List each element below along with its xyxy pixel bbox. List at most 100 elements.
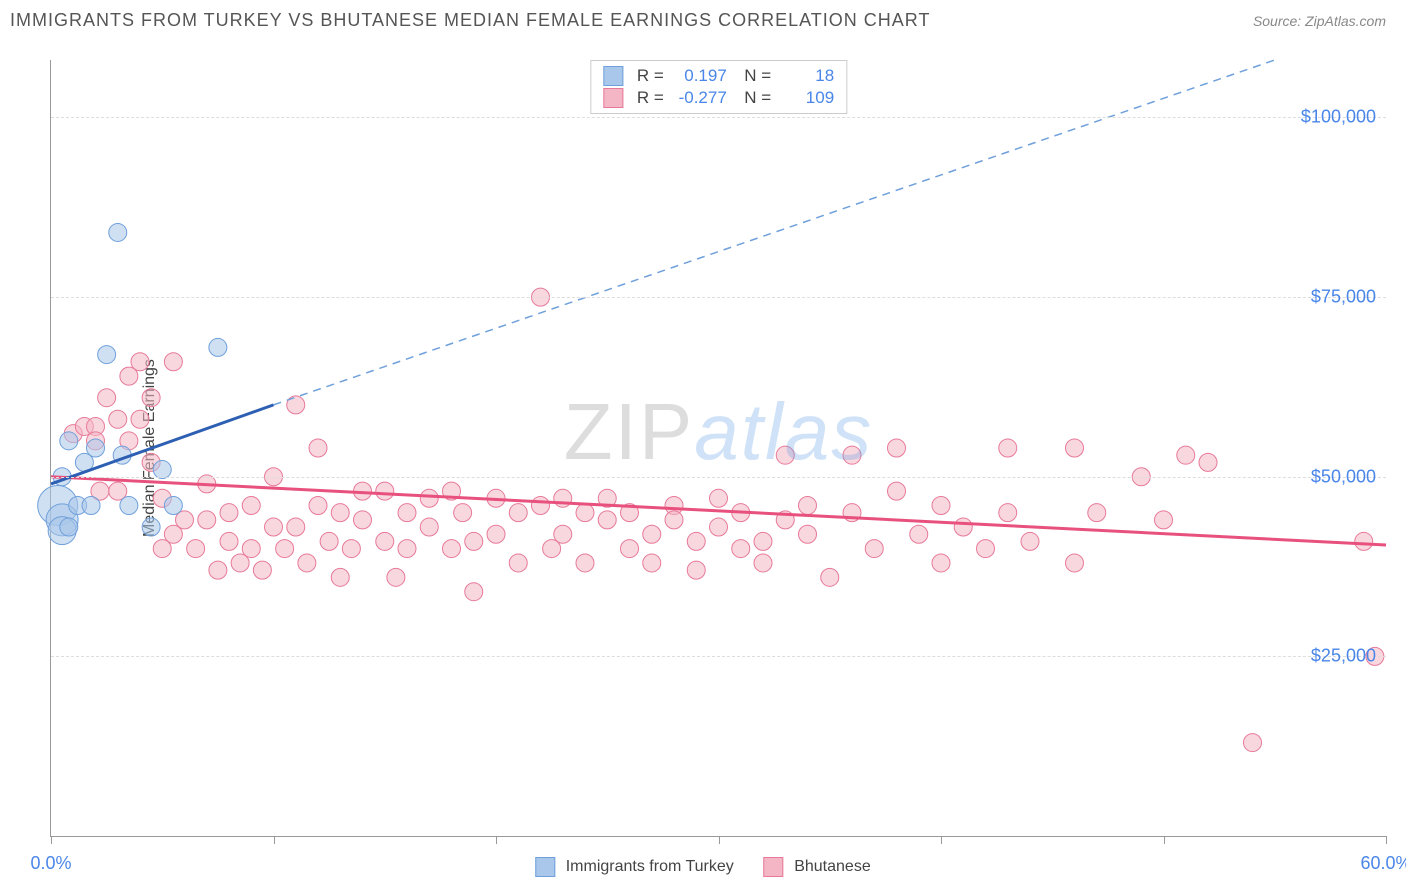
xtick (1164, 836, 1165, 844)
stats-r-value-2: -0.277 (672, 88, 727, 108)
chart-title: IMMIGRANTS FROM TURKEY VS BHUTANESE MEDI… (10, 10, 930, 31)
data-point (687, 532, 705, 550)
data-point (331, 568, 349, 586)
data-point (342, 540, 360, 558)
data-point (420, 518, 438, 536)
stats-n-value-1: 18 (779, 66, 834, 86)
data-point (220, 504, 238, 522)
data-point (687, 561, 705, 579)
stats-row-series1: R = 0.197 N = 18 (603, 65, 834, 87)
legend-item-2: Bhutanese (764, 857, 871, 877)
data-point (1066, 439, 1084, 457)
xtick (941, 836, 942, 844)
stats-r-label-1: R = (637, 66, 664, 86)
data-point (598, 511, 616, 529)
plot-svg (51, 60, 1386, 836)
stats-legend-box: R = 0.197 N = 18 R = -0.277 N = 109 (590, 60, 847, 114)
data-point (1088, 504, 1106, 522)
data-point (1021, 532, 1039, 550)
data-point (643, 554, 661, 572)
data-point (665, 511, 683, 529)
data-point (865, 540, 883, 558)
data-point (265, 518, 283, 536)
data-point (710, 489, 728, 507)
data-point (554, 525, 572, 543)
data-point (843, 446, 861, 464)
data-point (465, 532, 483, 550)
data-point (331, 504, 349, 522)
stats-n-label-1: N = (735, 66, 771, 86)
data-point (576, 504, 594, 522)
xtick (51, 836, 52, 844)
data-point (98, 389, 116, 407)
data-point (576, 554, 594, 572)
data-point (910, 525, 928, 543)
data-point (142, 518, 160, 536)
legend-item-1: Immigrants from Turkey (535, 857, 733, 877)
legend-swatch-2 (764, 857, 784, 877)
data-point (354, 511, 372, 529)
gridline-h (51, 656, 1386, 657)
xtick (496, 836, 497, 844)
swatch-series2 (603, 88, 623, 108)
data-point (87, 439, 105, 457)
chart-area: Median Female Earnings ZIPatlas R = 0.19… (50, 60, 1386, 837)
data-point (420, 489, 438, 507)
data-point (187, 540, 205, 558)
data-point (298, 554, 316, 572)
data-point (98, 346, 116, 364)
data-point (242, 540, 260, 558)
data-point (398, 540, 416, 558)
data-point (376, 482, 394, 500)
swatch-series1 (603, 66, 623, 86)
data-point (309, 496, 327, 514)
data-point (932, 554, 950, 572)
data-point (164, 496, 182, 514)
xtick (274, 836, 275, 844)
data-point (1355, 532, 1373, 550)
data-point (532, 496, 550, 514)
gridline-h (51, 117, 1386, 118)
stats-n-value-2: 109 (779, 88, 834, 108)
data-point (999, 504, 1017, 522)
data-point (287, 518, 305, 536)
data-point (487, 525, 505, 543)
bottom-legend: Immigrants from Turkey Bhutanese (535, 857, 870, 877)
data-point (754, 554, 772, 572)
data-point (1155, 511, 1173, 529)
xtick (1386, 836, 1387, 844)
data-point (120, 496, 138, 514)
data-point (276, 540, 294, 558)
ytick-label: $75,000 (1311, 287, 1376, 308)
data-point (799, 496, 817, 514)
ytick-label: $100,000 (1301, 107, 1376, 128)
data-point (954, 518, 972, 536)
data-point (60, 432, 78, 450)
data-point (309, 439, 327, 457)
data-point (1244, 734, 1262, 752)
data-point (376, 532, 394, 550)
data-point (209, 338, 227, 356)
data-point (131, 353, 149, 371)
data-point (320, 532, 338, 550)
data-point (82, 496, 100, 514)
data-point (977, 540, 995, 558)
ytick-label: $25,000 (1311, 646, 1376, 667)
stats-r-label-2: R = (637, 88, 664, 108)
source-label: Source: ZipAtlas.com (1253, 13, 1386, 29)
data-point (60, 518, 78, 536)
data-point (754, 532, 772, 550)
data-point (454, 504, 472, 522)
stats-row-series2: R = -0.277 N = 109 (603, 87, 834, 109)
data-point (732, 540, 750, 558)
data-point (109, 410, 127, 428)
data-point (443, 540, 461, 558)
legend-label-2: Bhutanese (794, 858, 871, 875)
data-point (799, 525, 817, 543)
stats-n-label-2: N = (735, 88, 771, 108)
data-point (1066, 554, 1084, 572)
data-point (131, 410, 149, 428)
data-point (209, 561, 227, 579)
data-point (821, 568, 839, 586)
ytick-label: $50,000 (1311, 466, 1376, 487)
